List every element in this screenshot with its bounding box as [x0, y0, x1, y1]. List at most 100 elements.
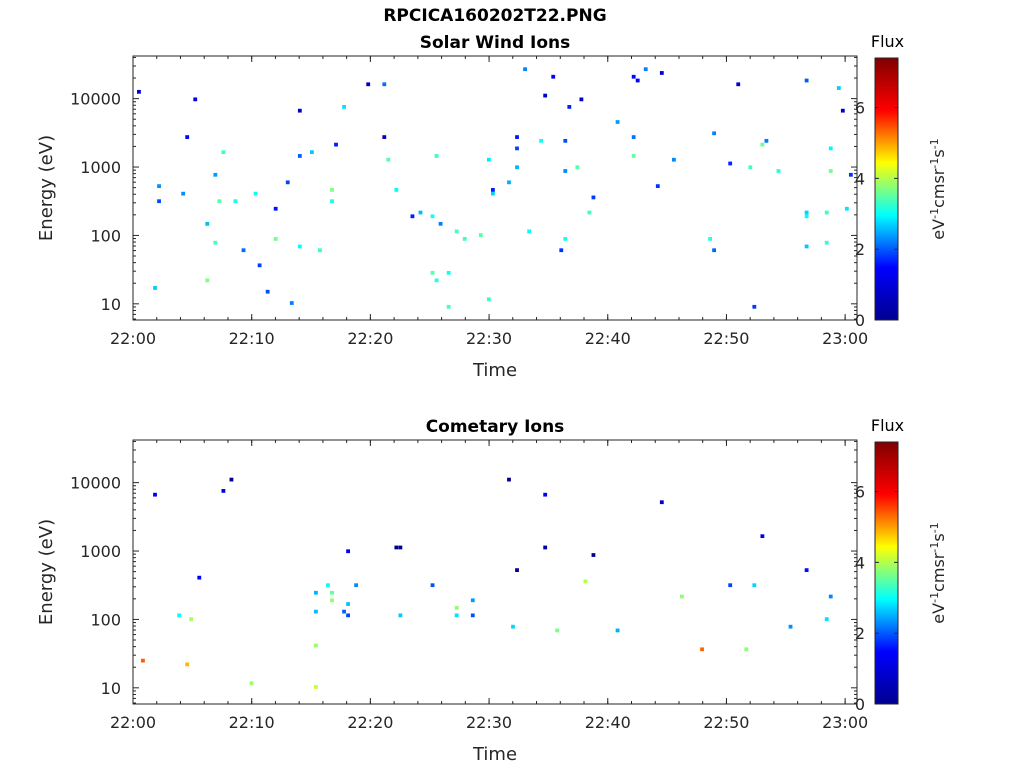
heatmap-cell [398, 545, 403, 550]
heatmap-cells [137, 67, 853, 309]
heatmap-cell [760, 534, 765, 539]
heatmap-cell [563, 138, 568, 143]
colorbar-tick-label: 0 [855, 311, 865, 330]
heatmap-cell [824, 617, 829, 622]
heatmap-cell [193, 97, 198, 102]
colorbar-title: Flux [871, 416, 904, 435]
heatmap-cell [185, 135, 190, 139]
heatmap-cell [543, 492, 548, 497]
heatmap-cell [490, 188, 495, 192]
heatmap-cell [659, 500, 664, 505]
y-tick-label: 100 [90, 610, 121, 629]
heatmap-cell [655, 184, 660, 188]
heatmap-cell [137, 89, 141, 94]
heatmap-cell [297, 244, 302, 249]
heatmap-cell [314, 590, 318, 595]
heatmap-cell [430, 214, 435, 219]
x-tick-label: 22:40 [585, 329, 631, 348]
heatmap-cell [575, 165, 580, 170]
heatmap-cell [454, 613, 459, 618]
x-tick-label: 23:00 [822, 713, 868, 732]
heatmap-cell [454, 229, 459, 234]
heatmap-cell [454, 605, 459, 610]
heatmap-cell [297, 154, 302, 158]
heatmap-cell [615, 628, 620, 633]
heatmap-cell [434, 278, 439, 283]
heatmap-cell [836, 86, 841, 90]
heatmap-cell [181, 191, 186, 196]
x-tick-label: 22:40 [585, 713, 631, 732]
heatmap-cell [213, 172, 218, 177]
heatmap-cell [515, 135, 519, 139]
chart-title: Solar Wind Ions [420, 33, 571, 53]
x-tick-label: 22:30 [466, 713, 512, 732]
heatmap-cell [346, 549, 350, 554]
heatmap-cell [386, 157, 391, 162]
x-tick-label: 22:20 [347, 329, 393, 348]
heatmap-cell [213, 240, 218, 245]
heatmap-cell [523, 67, 527, 72]
heatmap-cell [563, 169, 568, 173]
x-tick-label: 22:00 [110, 329, 156, 348]
heatmap-cell [804, 244, 809, 249]
heatmap-cell [515, 568, 519, 572]
heatmap-cell [309, 150, 314, 155]
heatmap-cell [486, 297, 491, 302]
colorbar-label: eV-1cmsr-1s-1 [928, 138, 949, 239]
heatmap-cell [728, 161, 733, 166]
heatmap-cell [342, 105, 346, 109]
heatmap-cell [712, 131, 717, 136]
heatmap-cell [507, 477, 511, 482]
heatmap-cell [205, 221, 210, 226]
heatmap-cell [848, 172, 853, 177]
x-tick-label: 22:50 [703, 713, 749, 732]
heatmap-cell [398, 613, 403, 618]
heatmap-cell [728, 583, 733, 588]
y-axis-label: Energy (eV) [36, 135, 57, 241]
heatmap-cell [253, 191, 258, 196]
heatmap-cell [824, 210, 829, 215]
heatmap-cell [543, 545, 548, 550]
y-axis-label: Energy (eV) [36, 519, 57, 625]
heatmap-cell [394, 545, 399, 550]
heatmap-cell [840, 108, 845, 113]
heatmap-cell [153, 286, 157, 290]
heatmap-cell [776, 169, 781, 173]
x-tick-label: 22:00 [110, 713, 156, 732]
heatmap-cell [205, 278, 210, 283]
heatmap-cell [736, 82, 741, 87]
heatmap-cell [631, 74, 636, 79]
heatmap-cell [157, 199, 161, 204]
heatmap-cell [330, 188, 334, 192]
heatmap-cell [330, 199, 334, 204]
heatmap-cell [559, 248, 564, 253]
heatmap-cell [249, 681, 254, 686]
heatmap-cell [430, 583, 435, 588]
heatmap-cell [330, 590, 334, 595]
x-axis-label: Time [472, 360, 517, 381]
heatmap-cell [486, 157, 491, 162]
heatmap-cell [346, 613, 350, 618]
heatmap-cell [752, 583, 757, 588]
heatmap-cell [583, 579, 588, 584]
heatmap-cell [708, 237, 712, 241]
heatmap-cell [157, 184, 161, 188]
heatmap-cell [828, 169, 833, 173]
colorbar [874, 57, 899, 321]
heatmap-cell [631, 154, 636, 158]
x-tick-label: 22:50 [703, 329, 749, 348]
heatmap-cell [221, 489, 226, 493]
heatmap-cell [153, 492, 157, 497]
heatmap-cell [671, 157, 676, 162]
heatmap-cell [434, 154, 439, 158]
heatmap-cell [591, 553, 596, 557]
heatmap-cell [615, 120, 620, 124]
heatmap-cell [217, 199, 222, 204]
heatmap-cells [141, 477, 833, 689]
heatmap-cell [229, 477, 234, 482]
chart-title: Cometary Ions [426, 417, 565, 437]
heatmap-cell [555, 628, 560, 633]
heatmap-cell [314, 609, 318, 614]
heatmap-cell [804, 210, 809, 215]
heatmap-cell [394, 188, 399, 192]
